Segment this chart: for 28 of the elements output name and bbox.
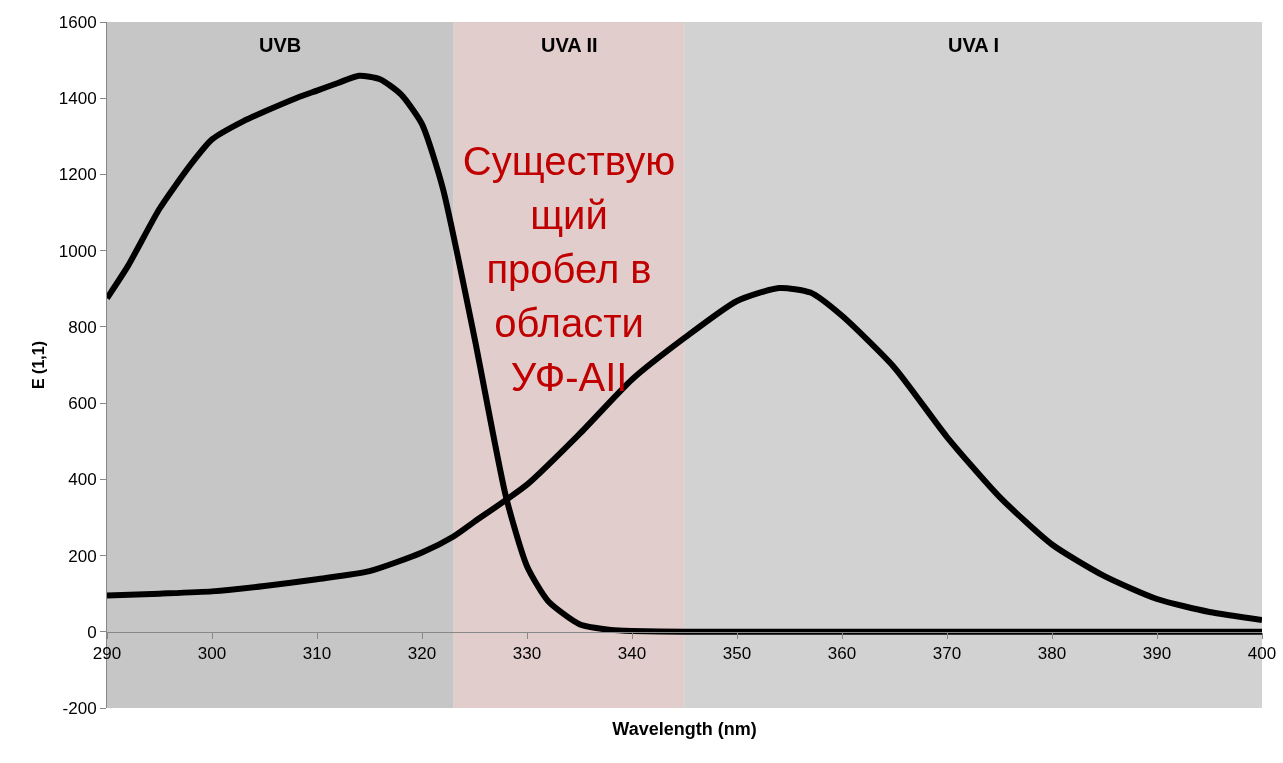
y-tick-label: 800 <box>68 317 97 337</box>
x-tick-label: 380 <box>1037 644 1067 664</box>
x-axis-title: Wavelength (nm) <box>612 719 757 740</box>
band-label: UVB <box>259 34 302 56</box>
x-tick-label: 350 <box>722 644 752 664</box>
x-tick-label: 310 <box>302 644 332 664</box>
y-tick-label: 1400 <box>58 89 97 109</box>
x-tick-label: 330 <box>512 644 542 664</box>
x-tick-label: 300 <box>197 644 227 664</box>
x-tick-label: 290 <box>92 644 122 664</box>
y-tick-label: -200 <box>62 698 97 718</box>
x-tick-label: 360 <box>827 644 857 664</box>
y-tick-label: 600 <box>68 394 97 414</box>
x-tick-label: 400 <box>1247 644 1277 664</box>
y-axis-title: E (1,1) <box>29 340 47 390</box>
y-tick-label: 0 <box>87 622 97 642</box>
x-tick-label: 340 <box>617 644 647 664</box>
annotation: Существующий пробел в области УФ-АII <box>461 137 677 401</box>
y-tick-label: 1000 <box>58 241 97 261</box>
x-tick-label: 370 <box>932 644 962 664</box>
y-tick-label: 400 <box>68 470 97 490</box>
x-tick-label: 320 <box>407 644 437 664</box>
y-tick-label: 1200 <box>58 165 97 185</box>
y-tick-label: 200 <box>68 546 97 566</box>
band-label: UVA I <box>948 34 1000 56</box>
band-label: UVA II <box>541 34 598 56</box>
y-tick-label: 1600 <box>58 12 97 32</box>
x-tick-label: 390 <box>1142 644 1172 664</box>
